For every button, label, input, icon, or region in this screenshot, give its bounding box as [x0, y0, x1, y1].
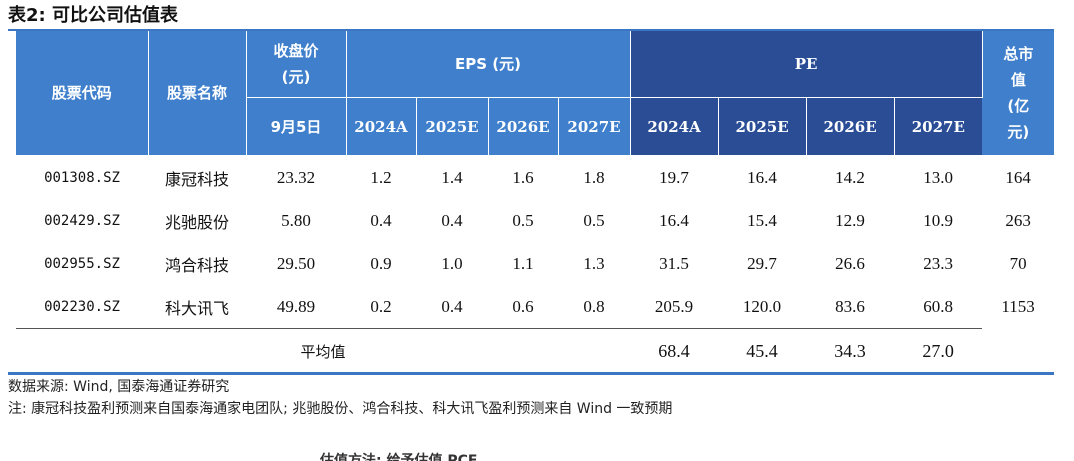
pe-value: 16.4	[747, 167, 777, 187]
eps-value: 0.4	[441, 296, 463, 316]
eps-year-2027: 2027E	[558, 97, 631, 156]
pe-value: 14.2	[835, 167, 865, 187]
pe-value: 15.4	[747, 210, 777, 230]
eps-year-2025: 2025E	[416, 97, 489, 156]
pe-value: 83.6	[835, 296, 865, 316]
pe-year-2027: 2027E	[894, 97, 983, 156]
market-cap: 70	[1009, 253, 1027, 273]
eps-value: 1.3	[583, 253, 605, 273]
market-cap: 1153	[1001, 296, 1035, 316]
average-pe: 68.4	[630, 328, 719, 374]
eps-value: 0.6	[512, 296, 534, 316]
stock-code: 002230.SZ	[44, 298, 120, 315]
pe-value: 26.6	[835, 253, 865, 273]
col-header-close: 收盘价 (元)	[246, 31, 347, 98]
market-cap: 164	[1005, 167, 1031, 187]
stock-name: 康冠科技	[164, 169, 229, 189]
source-note: 数据来源: Wind, 国泰海通证券研究	[8, 379, 230, 395]
pe-value: 16.4	[659, 210, 689, 230]
col-header-pe: PE	[630, 31, 983, 98]
pe-value: 205.9	[654, 296, 694, 316]
eps-value: 0.5	[512, 210, 534, 230]
average-pe: 27.0	[894, 328, 983, 374]
close-price: 29.50	[276, 253, 316, 273]
stock-name: 兆驰股份	[164, 212, 229, 232]
eps-value: 1.0	[441, 253, 463, 273]
table-row: 002955.SZ 鸿合科技 29.50 0.9 1.0 1.1 1.3 31.…	[16, 242, 1054, 285]
average-label: 平均值	[16, 328, 631, 374]
valuation-table: 股票代码 股票名称 收盘价 (元) EPS (元) PE 总市值 (亿 元) 9月5…	[16, 31, 1055, 375]
stock-code: 002955.SZ	[44, 255, 120, 272]
average-pe: 45.4	[718, 328, 807, 374]
eps-value: 1.4	[441, 167, 463, 187]
bottom-rule	[8, 372, 1054, 375]
eps-value: 0.8	[583, 296, 605, 316]
pe-value: 120.0	[742, 296, 782, 316]
average-mcap-empty	[982, 329, 1054, 375]
close-price: 23.32	[276, 167, 316, 187]
pe-year-2025: 2025E	[718, 97, 807, 156]
eps-value: 1.8	[583, 167, 605, 187]
table-row: 001308.SZ 康冠科技 23.32 1.2 1.4 1.6 1.8 19.…	[16, 156, 1054, 200]
pe-value: 10.9	[923, 210, 953, 230]
eps-year-2024: 2024A	[346, 97, 417, 156]
col-header-code: 股票代码	[16, 31, 149, 156]
eps-value: 0.5	[583, 210, 605, 230]
stock-name: 鸿合科技	[164, 255, 229, 275]
table-title: 表2: 可比公司估值表	[8, 5, 178, 26]
eps-value: 0.9	[370, 253, 392, 273]
market-cap: 263	[1005, 210, 1031, 230]
pe-value: 12.9	[835, 210, 865, 230]
forecast-note: 注: 康冠科技盈利预测来自国泰海通家电团队; 兆驰股份、鸿合科技、科大讯飞盈利预…	[8, 401, 673, 417]
cut-off-text: 估值方法: 给予估值 PCF	[320, 453, 478, 461]
pe-year-2024: 2024A	[630, 97, 719, 156]
average-row: 平均值 68.4 45.4 34.3 27.0	[16, 328, 1054, 375]
pe-value: 60.8	[923, 296, 953, 316]
pe-value: 29.7	[747, 253, 777, 273]
eps-value: 1.6	[512, 167, 534, 187]
pe-value: 31.5	[659, 253, 689, 273]
pe-value: 13.0	[923, 167, 953, 187]
average-pe: 34.3	[806, 328, 895, 374]
stock-code: 001308.SZ	[44, 169, 120, 186]
pe-year-2026: 2026E	[806, 97, 895, 156]
eps-value: 1.2	[370, 167, 392, 187]
col-header-close-date: 9月5日	[246, 97, 347, 156]
eps-value: 0.2	[370, 296, 392, 316]
stock-code: 002429.SZ	[44, 212, 120, 229]
eps-value: 1.1	[512, 253, 534, 273]
pe-value: 23.3	[923, 253, 953, 273]
close-price: 49.89	[276, 296, 316, 316]
close-price: 5.80	[281, 210, 311, 230]
eps-year-2026: 2026E	[488, 97, 559, 156]
col-header-mcap: 总市值 (亿 元)	[982, 31, 1055, 156]
eps-value: 0.4	[441, 210, 463, 230]
stock-name: 科大讯飞	[164, 298, 229, 318]
pe-value: 19.7	[659, 167, 689, 187]
col-header-eps: EPS (元)	[346, 31, 631, 98]
table-row: 002230.SZ 科大讯飞 49.89 0.2 0.4 0.6 0.8 205…	[16, 285, 1054, 329]
table-row: 002429.SZ 兆驰股份 5.80 0.4 0.4 0.5 0.5 16.4…	[16, 199, 1054, 242]
col-header-name: 股票名称	[148, 31, 247, 156]
eps-value: 0.4	[370, 210, 392, 230]
top-rule	[8, 29, 1054, 31]
